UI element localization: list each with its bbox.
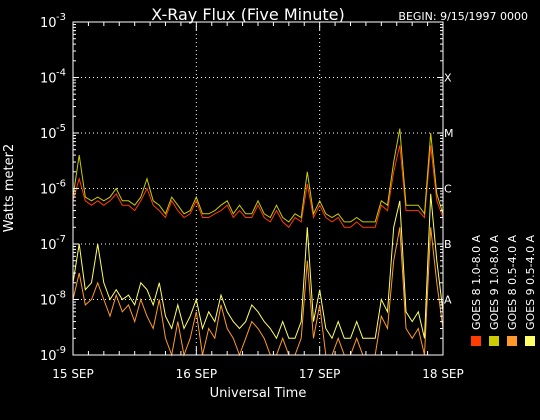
x-axis-ticks: 15 SEP 16 SEP 17 SEP 18 SEP [52,22,464,381]
y-tick-label: 10 [40,349,57,364]
y-tick-exponent: -8 [56,290,66,301]
series-line-1 [72,227,444,357]
x-tick-label: 15 SEP [52,367,94,381]
flare-class-label: B [444,238,452,251]
flare-class-label: A [444,294,452,307]
y-tick-label: 10 [40,183,57,198]
series-layer [72,128,444,357]
begin-date: BEGIN: 9/15/1997 0000 [398,10,528,23]
x-tick-label: 18 SEP [422,367,464,381]
y-tick-exponent: -3 [56,12,66,23]
flare-class-labels: A B C M X [444,72,454,307]
x-axis-label: Universal Time [210,386,307,401]
legend-label: GOES 8 0.5-4.0 A [506,234,519,330]
legend-swatch [507,336,517,346]
series-line-2 [72,128,444,223]
y-tick-exponent: -4 [56,68,66,79]
y-tick-label: 10 [40,72,57,87]
legend-swatch [489,336,499,346]
legend: GOES 8 1.0-8.0 A GOES 9 1.0-8.0 A GOES 8 0… [470,234,537,346]
x-tick-label: 17 SEP [299,367,341,381]
flare-class-label: C [444,183,452,196]
flare-class-label: M [444,127,454,140]
x-tick-label: 16 SEP [176,367,218,381]
y-tick-exponent: -7 [56,234,66,245]
legend-swatch [471,336,481,346]
y-tick-label: 10 [40,16,57,31]
y-tick-label: 10 [40,127,57,142]
flare-class-label: X [444,72,452,85]
y-tick-label: 10 [40,294,57,309]
legend-label: GOES 9 0.5-4.0 A [524,234,537,330]
legend-swatch [525,336,535,346]
legend-label: GOES 9 1.0-8.0 A [488,234,501,330]
y-tick-exponent: -5 [56,123,66,134]
legend-label: GOES 8 1.0-8.0 A [470,234,483,330]
chart-title: X-Ray Flux (Five Minute) [151,5,344,24]
y-tick-exponent: -6 [56,179,66,190]
series-line-3 [72,193,444,340]
y-tick-label: 10 [40,238,57,253]
series-line-0 [72,145,444,229]
y-axis-label: Watts meter2 [2,144,17,232]
y-tick-exponent: -9 [56,345,66,356]
y-axis-ticks: 10-910-810-710-610-510-410-3 [40,12,443,364]
